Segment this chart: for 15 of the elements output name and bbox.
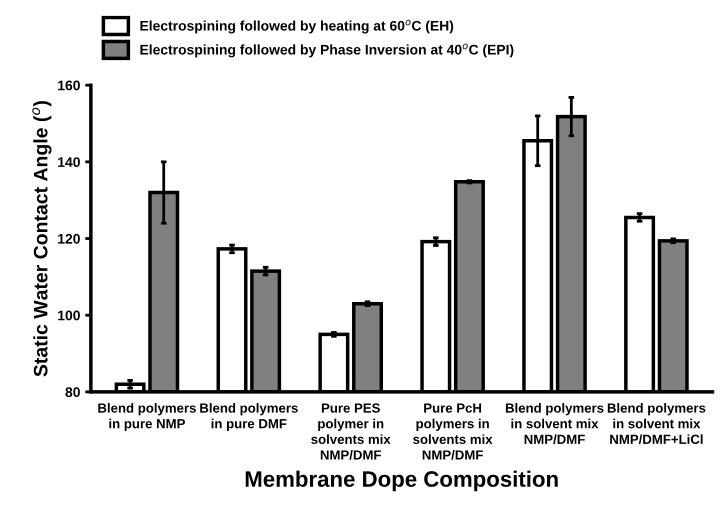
x-tick-label: Blend polymers in solvent mix NMP/DMF [506, 403, 604, 444]
x-axis-title: Membrane Dope Composition [246, 470, 558, 492]
y-tick-label: 100 [58, 310, 80, 320]
x-tick-label: Pure PES polymer in solvents mix NMP/DMF [311, 403, 391, 460]
y-tick-label: 140 [58, 157, 80, 168]
legend-label: Electrospining followed by heating at 60$^{o}$C (EH) [140, 20, 454, 34]
x-tick-label: Blend polymers in pure NMP [98, 403, 196, 431]
y-axis-title: Static Water Contact Angle ($^{o}$) [32, 101, 52, 377]
x-tick-label: Blend polymers in solvent mix NMP/DMF+LiCl [608, 403, 706, 444]
x-tick-label: Pure PcH polymers in solvents mix NMP/DMF [413, 404, 492, 460]
legend-label: Electrospining followed by Phase Inversion at 40$^{o}$C (EPI) [140, 44, 514, 58]
x-tick-label: Blend polymers in pure DMF [200, 403, 298, 431]
y-tick-label: 80 [65, 387, 80, 398]
y-tick-label: 160 [58, 80, 80, 90]
y-tick-label: 120 [58, 234, 80, 244]
